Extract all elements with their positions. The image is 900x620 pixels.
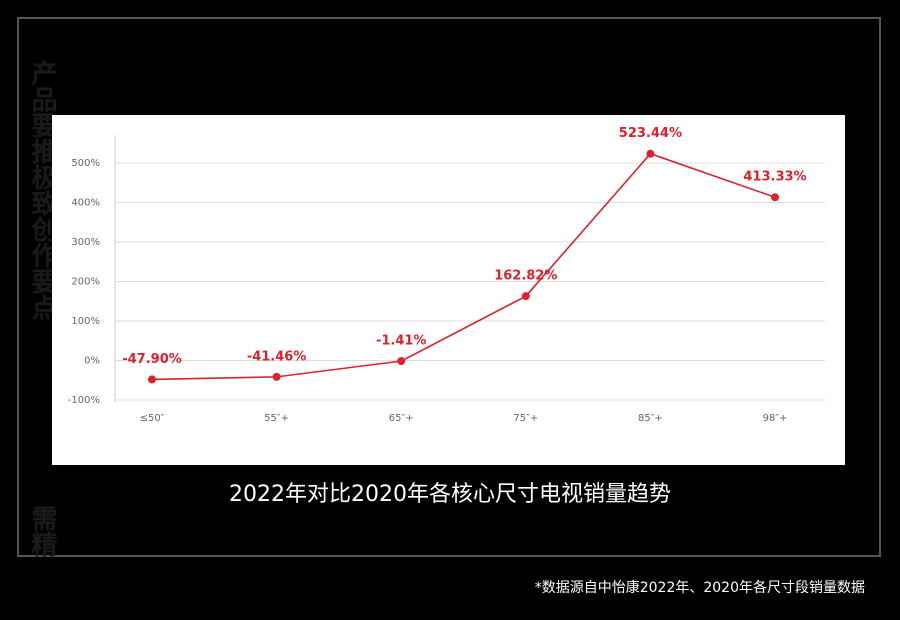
- y-tick-label: 500%: [71, 158, 100, 169]
- source-note: *数据源自中怡康2022年、2020年各尺寸段销量数据: [535, 579, 865, 596]
- frame: [17, 17, 881, 557]
- data-point: [148, 375, 156, 384]
- data-point: [771, 193, 779, 202]
- data-label: -41.46%: [247, 349, 307, 364]
- x-tick-label: ≤50″: [140, 413, 165, 424]
- data-point: [646, 149, 655, 158]
- side-text: 需精: [27, 505, 57, 558]
- y-tick-label: 100%: [71, 316, 100, 327]
- data-line: [151, 152, 776, 381]
- x-tick-label: 85″+: [638, 413, 663, 424]
- y-tick-label: 300%: [71, 237, 100, 248]
- y-tick-label: -100%: [68, 395, 100, 406]
- y-tick-label: 0%: [84, 356, 100, 367]
- data-label: -47.90%: [122, 352, 182, 367]
- data-label: 523.44%: [619, 126, 682, 141]
- data-label: 413.33%: [743, 170, 806, 185]
- x-tick-label: 98″+: [763, 413, 788, 424]
- chart-panel: [52, 115, 845, 465]
- data-label: -1.41%: [376, 334, 427, 349]
- data-point: [397, 357, 406, 366]
- y-tick-label: 200%: [71, 277, 100, 288]
- x-tick-label: 65″+: [389, 413, 414, 424]
- data-label: 162.82%: [494, 269, 557, 284]
- y-tick-label: 400%: [71, 198, 100, 209]
- data-point: [521, 292, 530, 301]
- x-tick-label: 55″+: [264, 413, 289, 424]
- chart-title: 2022年对比2020年各核心尺寸电视销量趋势: [229, 482, 671, 507]
- x-tick-label: 75″+: [513, 413, 538, 424]
- data-point: [272, 372, 281, 381]
